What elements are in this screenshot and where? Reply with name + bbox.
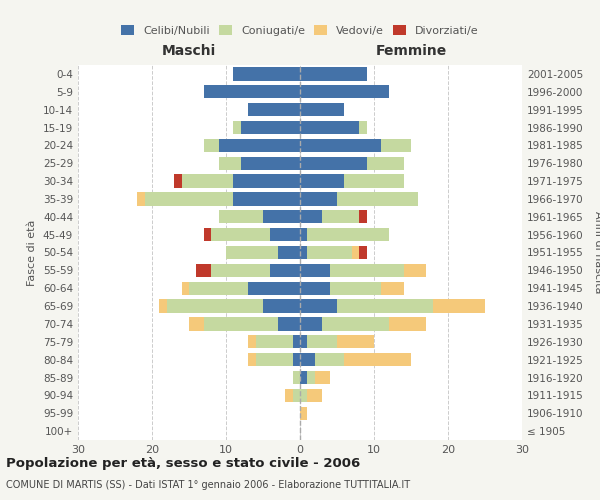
Y-axis label: Anni di nascita: Anni di nascita [593,211,600,294]
Bar [241,156,300,170]
Bar [307,371,315,384]
Bar [204,138,218,152]
Bar [278,246,300,259]
Bar [300,138,382,152]
Bar [278,317,300,330]
Text: COMUNE DI MARTIS (SS) - Dati ISTAT 1° gennaio 2006 - Elaborazione TUTTITALIA.IT: COMUNE DI MARTIS (SS) - Dati ISTAT 1° ge… [6,480,410,490]
Bar [293,388,300,402]
Bar [271,264,300,277]
Bar [389,317,426,330]
Bar [315,353,344,366]
Bar [233,67,300,80]
Bar [189,282,248,295]
Bar [160,300,167,313]
Bar [285,388,293,402]
Bar [300,174,344,188]
Bar [248,282,300,295]
Bar [300,67,367,80]
Bar [189,317,204,330]
Bar [248,353,256,366]
Bar [211,264,271,277]
Bar [359,246,367,259]
Text: Maschi: Maschi [162,44,216,58]
Bar [256,353,293,366]
Bar [300,300,337,313]
Bar [300,353,315,366]
Bar [233,121,241,134]
Bar [182,174,233,188]
Legend: Celibi/Nubili, Coniugati/e, Vedovi/e, Divorziati/e: Celibi/Nubili, Coniugati/e, Vedovi/e, Di… [118,22,482,40]
Bar [263,210,300,224]
Bar [300,103,344,117]
Bar [233,192,300,205]
Bar [204,317,278,330]
Bar [433,300,485,313]
Bar [315,371,329,384]
Bar [300,85,389,98]
Bar [293,371,300,384]
Bar [300,121,359,134]
Bar [271,228,300,241]
Bar [137,192,145,205]
Bar [233,174,300,188]
Bar [174,174,182,188]
Bar [300,228,307,241]
Bar [359,210,367,224]
Bar [382,138,411,152]
Bar [404,264,426,277]
Bar [359,121,367,134]
Bar [307,246,352,259]
Bar [218,138,300,152]
Bar [300,282,329,295]
Bar [337,335,374,348]
Bar [196,264,211,277]
Bar [300,156,367,170]
Bar [300,388,307,402]
Bar [248,335,256,348]
Bar [300,371,307,384]
Bar [300,192,337,205]
Bar [322,210,359,224]
Bar [293,335,300,348]
Bar [344,353,411,366]
Bar [382,282,404,295]
Bar [329,282,382,295]
Bar [352,246,359,259]
Bar [300,210,322,224]
Bar [300,246,307,259]
Bar [300,335,307,348]
Bar [300,264,329,277]
Bar [218,210,263,224]
Bar [300,406,307,420]
Bar [307,388,322,402]
Bar [226,246,278,259]
Bar [145,192,233,205]
Bar [344,174,404,188]
Bar [182,282,189,295]
Text: Femmine: Femmine [376,44,446,58]
Bar [167,300,263,313]
Bar [307,228,389,241]
Bar [211,228,271,241]
Bar [218,156,241,170]
Bar [337,300,433,313]
Bar [263,300,300,313]
Bar [248,103,300,117]
Bar [204,85,300,98]
Bar [337,192,418,205]
Bar [293,353,300,366]
Bar [300,317,322,330]
Bar [204,228,211,241]
Text: Popolazione per età, sesso e stato civile - 2006: Popolazione per età, sesso e stato civil… [6,458,360,470]
Bar [329,264,404,277]
Bar [322,317,389,330]
Y-axis label: Fasce di età: Fasce di età [28,220,37,286]
Bar [241,121,300,134]
Bar [256,335,293,348]
Bar [367,156,404,170]
Bar [307,335,337,348]
